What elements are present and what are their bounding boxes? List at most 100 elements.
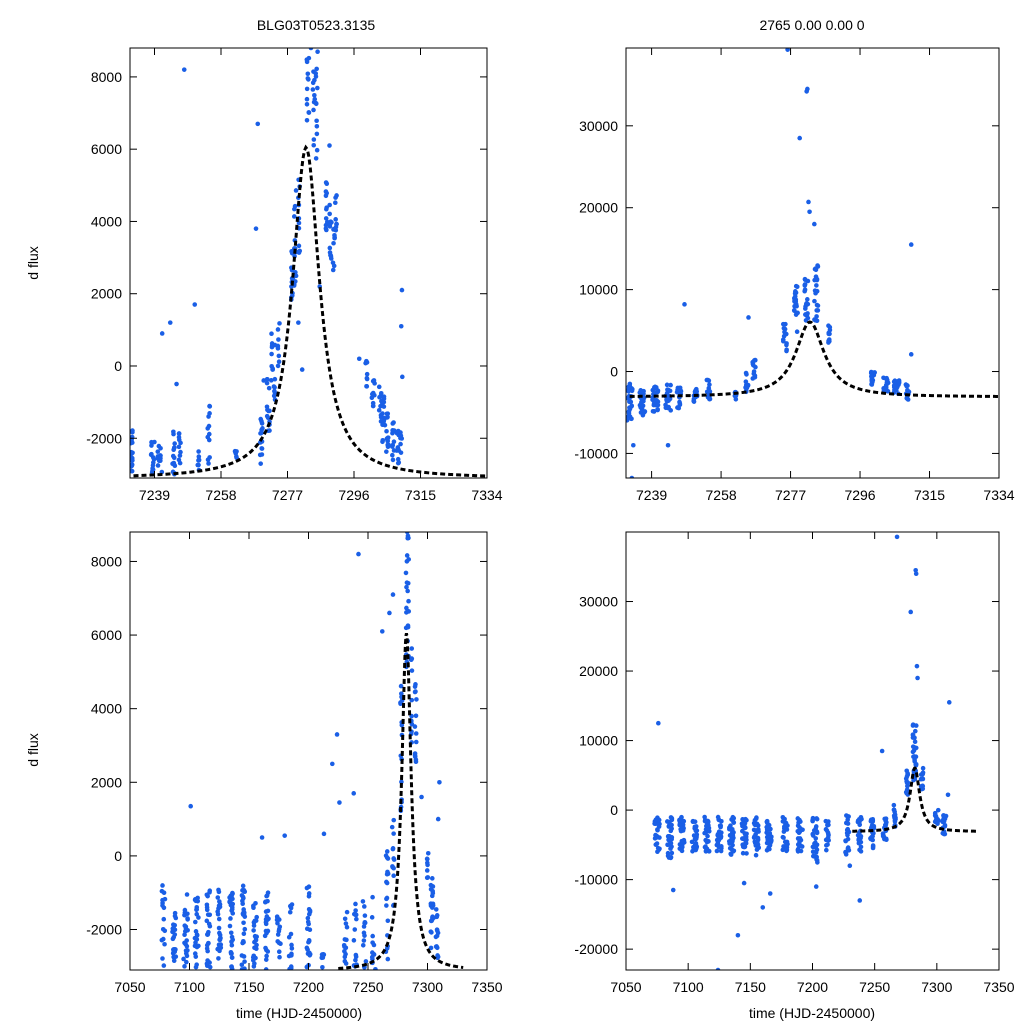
data-point <box>403 570 409 576</box>
data-point <box>814 283 819 288</box>
y-tick-label: 6000 <box>91 627 122 643</box>
data-point <box>313 74 319 79</box>
data-point <box>814 830 820 836</box>
data-point <box>706 849 712 854</box>
x-tick-label: 7150 <box>233 979 264 995</box>
data-point <box>882 816 887 822</box>
data-point <box>765 831 771 836</box>
data-point <box>794 284 800 290</box>
data-point <box>913 761 919 767</box>
data-point <box>744 851 749 856</box>
data-point <box>729 847 735 852</box>
data-point <box>341 942 347 948</box>
data-point <box>912 735 917 741</box>
data-point <box>715 838 721 844</box>
data-point <box>331 240 336 246</box>
data-point <box>677 387 683 392</box>
data-point <box>823 827 829 832</box>
data-point-outlier <box>428 945 434 951</box>
data-point <box>843 838 849 844</box>
data-point <box>266 385 272 391</box>
data-point <box>264 380 270 386</box>
y-tick-label: 6000 <box>91 141 122 157</box>
data-point <box>266 408 271 414</box>
data-point <box>940 817 946 823</box>
data-point <box>667 822 672 828</box>
data-point <box>264 914 270 919</box>
data-point <box>626 409 632 415</box>
data-point <box>205 426 211 431</box>
model-curve <box>133 144 487 478</box>
data-point-outlier <box>296 320 301 325</box>
data-point-outlier <box>746 315 751 320</box>
data-point <box>751 369 757 374</box>
data-point <box>795 816 801 821</box>
data-point <box>781 829 787 834</box>
data-point <box>693 836 699 841</box>
data-point <box>666 837 671 843</box>
data-point <box>268 378 274 383</box>
data-point <box>293 188 299 193</box>
data-point <box>230 891 235 897</box>
data-point <box>204 907 210 913</box>
data-point <box>764 818 770 824</box>
data-point <box>892 819 898 824</box>
data-point <box>893 815 898 820</box>
data-point <box>172 441 177 446</box>
data-point <box>797 828 803 834</box>
data-point <box>845 813 850 819</box>
data-point <box>385 956 391 962</box>
data-point <box>795 310 800 316</box>
data-point-outlier <box>261 378 267 383</box>
data-point <box>162 941 167 947</box>
data-point-outlier <box>327 143 332 148</box>
data-point <box>327 202 332 208</box>
data-point <box>155 449 161 454</box>
data-point <box>654 841 660 846</box>
data-point <box>905 387 910 393</box>
data-point <box>802 288 807 294</box>
data-point <box>380 400 385 406</box>
axes-frame <box>625 47 1000 479</box>
data-point <box>856 840 862 846</box>
data-point <box>826 337 832 342</box>
data-point-outlier <box>181 67 187 72</box>
data-point <box>205 948 210 954</box>
y-tick-label: 20000 <box>579 663 618 679</box>
data-point <box>361 904 367 909</box>
data-point <box>306 891 312 896</box>
data-point <box>826 330 832 336</box>
data-point <box>313 101 319 107</box>
data-point <box>241 895 246 901</box>
data-point <box>664 382 670 388</box>
data-point <box>150 467 156 472</box>
plot-area <box>652 534 978 970</box>
y-tick-label: 0 <box>114 848 122 864</box>
data-point <box>706 388 712 393</box>
data-point <box>353 912 359 918</box>
y-tick-label: 2000 <box>91 286 122 302</box>
data-point <box>305 915 311 921</box>
data-point <box>843 850 848 855</box>
data-point <box>172 463 178 469</box>
data-point <box>665 834 671 839</box>
data-point <box>780 321 786 327</box>
data-point <box>390 846 396 852</box>
data-point <box>413 739 419 745</box>
data-point <box>156 443 162 449</box>
data-point-outlier <box>767 891 773 896</box>
data-point <box>813 840 818 845</box>
data-point <box>740 817 745 822</box>
data-point <box>651 409 657 414</box>
plot-area <box>159 532 464 970</box>
data-point <box>178 440 183 446</box>
data-point <box>196 458 201 463</box>
data-point <box>719 818 724 824</box>
data-point <box>390 452 395 458</box>
data-point <box>292 203 298 209</box>
data-point <box>805 297 810 302</box>
data-point <box>327 245 333 251</box>
data-point <box>254 914 259 920</box>
data-point <box>241 889 247 894</box>
panel-bottom-right: 7050 7100 7150 7200 7250 7300 7350 -20000 -10000… <box>574 531 1015 995</box>
